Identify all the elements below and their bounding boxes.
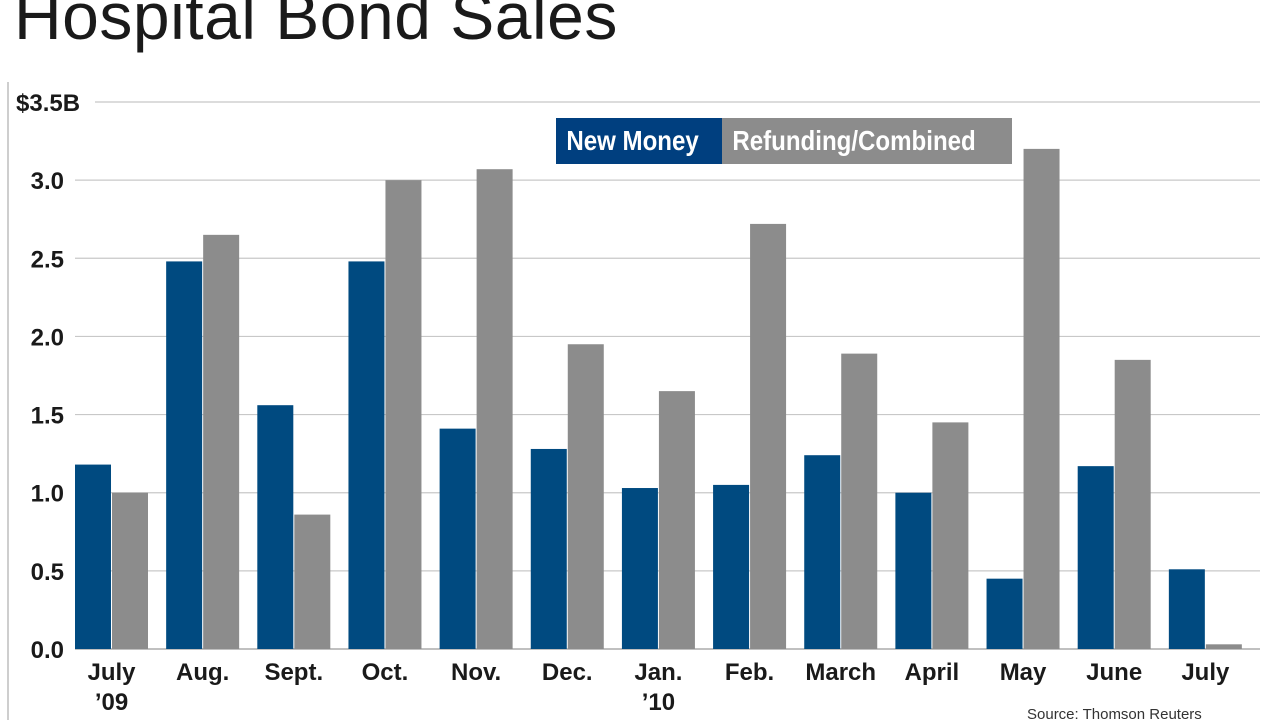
x-tick-label: Nov. (451, 659, 501, 686)
bar-new-money (166, 261, 203, 649)
x-tick-label: Sept. (264, 659, 323, 686)
x-tick-label: July (1181, 659, 1230, 686)
source-note: Source: Thomson Reuters (1027, 706, 1202, 723)
y-tick-label: $3.5B (16, 90, 80, 117)
x-tick-label: ’09 (95, 689, 128, 716)
x-tick-label: May (1000, 659, 1047, 686)
bar-new-money (986, 578, 1023, 649)
bar-new-money (1077, 466, 1114, 649)
x-tick-label: Aug. (176, 659, 229, 686)
x-tick-label: March (805, 659, 876, 686)
bar-new-money (895, 492, 932, 649)
legend-refunding-label: Refunding/Combined (732, 125, 976, 156)
bar-refunding (294, 514, 331, 649)
bar-new-money (348, 261, 385, 649)
legend-new-money: New Money (556, 118, 722, 164)
y-tick-label: 2.0 (31, 324, 64, 351)
x-tick-label: April (905, 659, 960, 686)
y-tick-label: 0.0 (31, 637, 64, 664)
bar-new-money (621, 488, 658, 649)
chart-title: Hospital Bond Sales (14, 0, 618, 53)
y-tick-label: 0.5 (31, 559, 64, 586)
x-tick-label: Feb. (725, 659, 774, 686)
bar-refunding (932, 422, 969, 649)
x-tick-label: Dec. (542, 659, 593, 686)
bar-refunding (476, 169, 513, 649)
bar-refunding (1205, 644, 1242, 649)
x-tick-label: Jan. (634, 659, 682, 686)
chart-legend: New Money Refunding/Combined (556, 118, 1012, 164)
bar-refunding (203, 234, 240, 650)
bar-refunding (1023, 148, 1060, 649)
bar-new-money (75, 464, 111, 649)
bar-refunding (112, 492, 148, 649)
bar-new-money (439, 428, 476, 649)
x-tick-label: Oct. (362, 659, 409, 686)
y-tick-label: 1.0 (31, 481, 64, 508)
legend-new-money-label: New Money (566, 125, 699, 156)
bar-refunding (750, 223, 787, 649)
y-tick-label: 3.0 (31, 168, 64, 195)
bar-new-money (713, 484, 750, 649)
y-tick-label: 2.5 (31, 246, 64, 273)
bar-new-money (1168, 569, 1205, 649)
bar-new-money (257, 405, 294, 649)
bar-new-money (804, 455, 841, 649)
bar-refunding (1114, 359, 1151, 649)
bar-refunding (658, 391, 695, 649)
bar-refunding (567, 344, 604, 649)
x-tick-label: June (1086, 659, 1142, 686)
y-tick-label: 1.5 (31, 403, 64, 430)
x-tick-label: ’10 (642, 689, 675, 716)
bar-refunding (841, 353, 878, 649)
x-tick-label: July (87, 659, 136, 686)
bar-refunding (385, 180, 422, 649)
legend-refunding: Refunding/Combined (722, 118, 1012, 164)
bar-new-money (530, 448, 567, 649)
